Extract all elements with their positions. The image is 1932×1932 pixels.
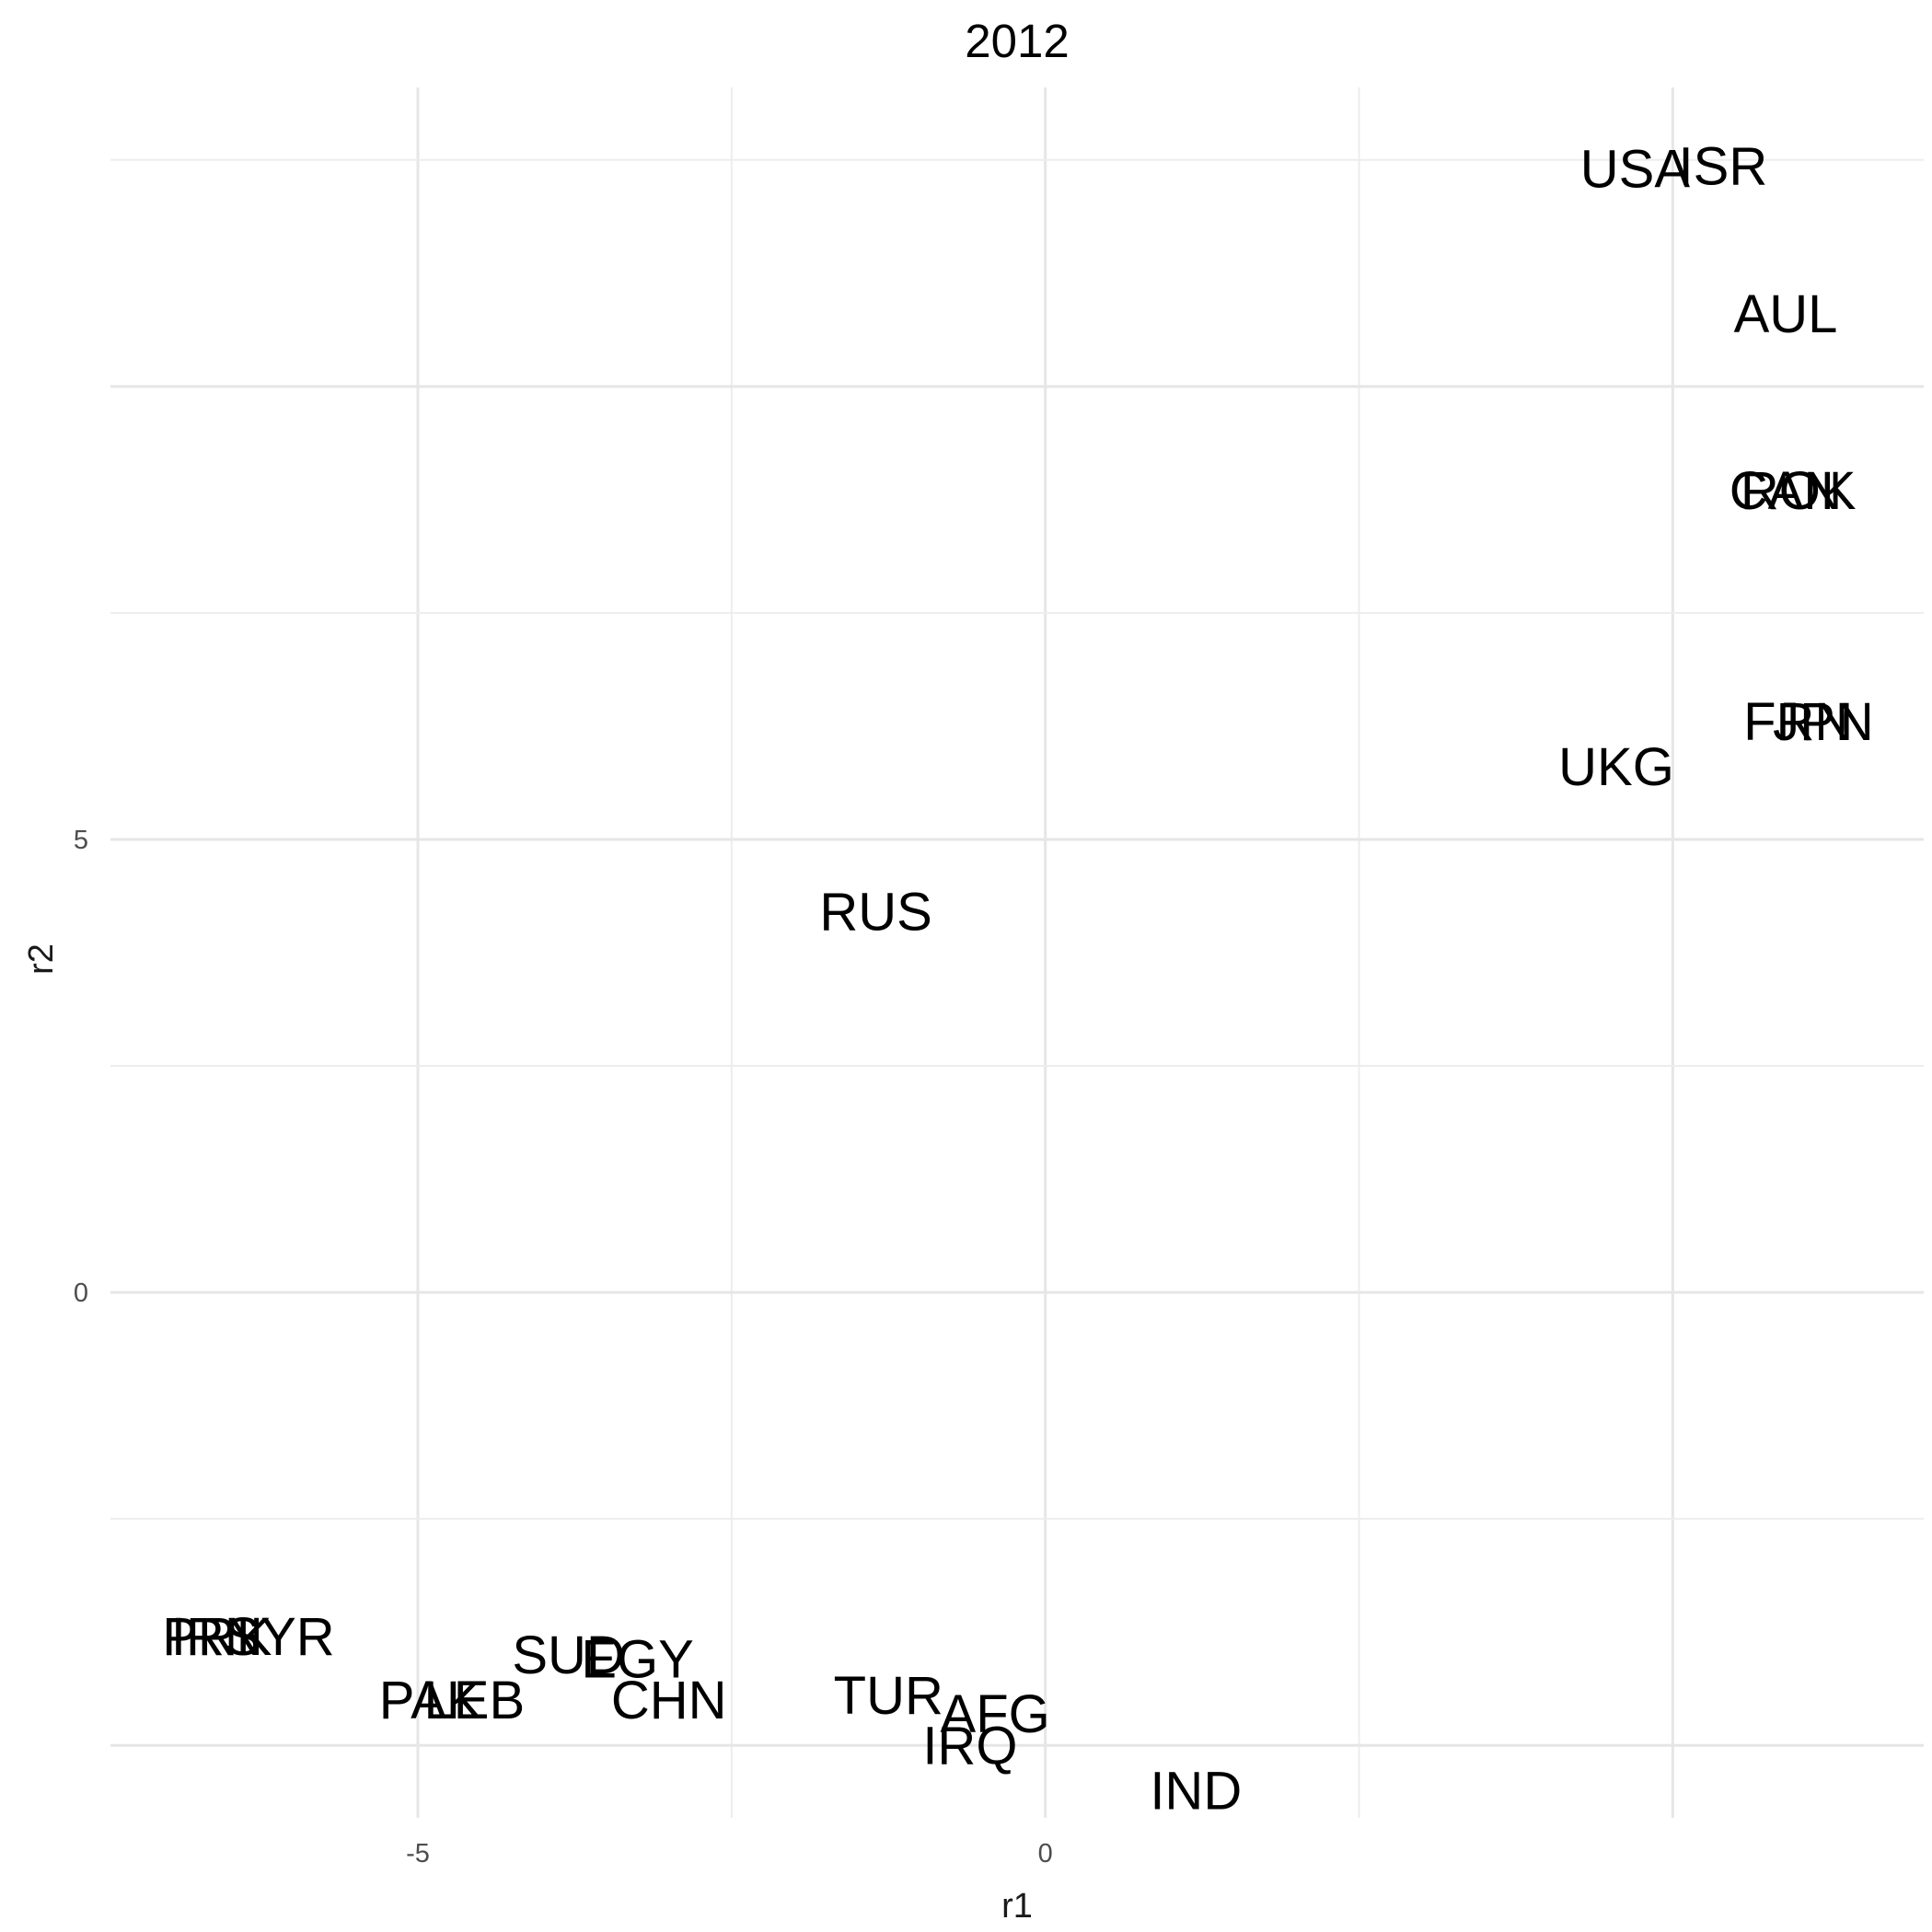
point-label-ukg: UKG [1558, 737, 1674, 797]
tick-label-layer: -5 0 0 5 [74, 826, 1053, 1868]
point-label-pak: PAK [379, 1671, 482, 1730]
point-label-ind: IND [1150, 1761, 1242, 1821]
x-tick-label: -5 [406, 1839, 430, 1868]
point-label-irq: IRQ [922, 1716, 1017, 1776]
point-label-chn: CHN [611, 1671, 727, 1730]
y-tick-label: 0 [74, 1278, 88, 1308]
point-label-usa: USA [1580, 140, 1691, 200]
point-label-prk: PRK [162, 1607, 272, 1667]
y-axis-title: r2 [22, 943, 61, 975]
chart-title: 2012 [965, 15, 1069, 67]
grid-layer [110, 87, 1924, 1818]
point-label-frn: FRN [1743, 692, 1853, 752]
point-label-egy: EGY [581, 1630, 694, 1690]
point-label-rok: ROK [1741, 461, 1857, 521]
point-label-tur: TUR [834, 1666, 943, 1726]
x-tick-label: 0 [1038, 1839, 1053, 1868]
point-label-sud: SUD [512, 1625, 624, 1685]
point-label-irn: IRN [171, 1607, 263, 1667]
point-label-leb: LEB [424, 1671, 526, 1730]
point-label-aul: AUL [1734, 284, 1838, 344]
point-label-can: CAN [1730, 461, 1842, 521]
point-label-jpn: JPN [1773, 692, 1874, 752]
point-label-syr: SYR [225, 1607, 334, 1667]
y-tick-label: 5 [74, 826, 88, 855]
x-axis-title: r1 [1001, 1887, 1033, 1926]
point-label-afg: AFG [941, 1684, 1050, 1744]
point-label-rus: RUS [819, 883, 931, 943]
point-label-isr: ISR [1679, 137, 1768, 197]
